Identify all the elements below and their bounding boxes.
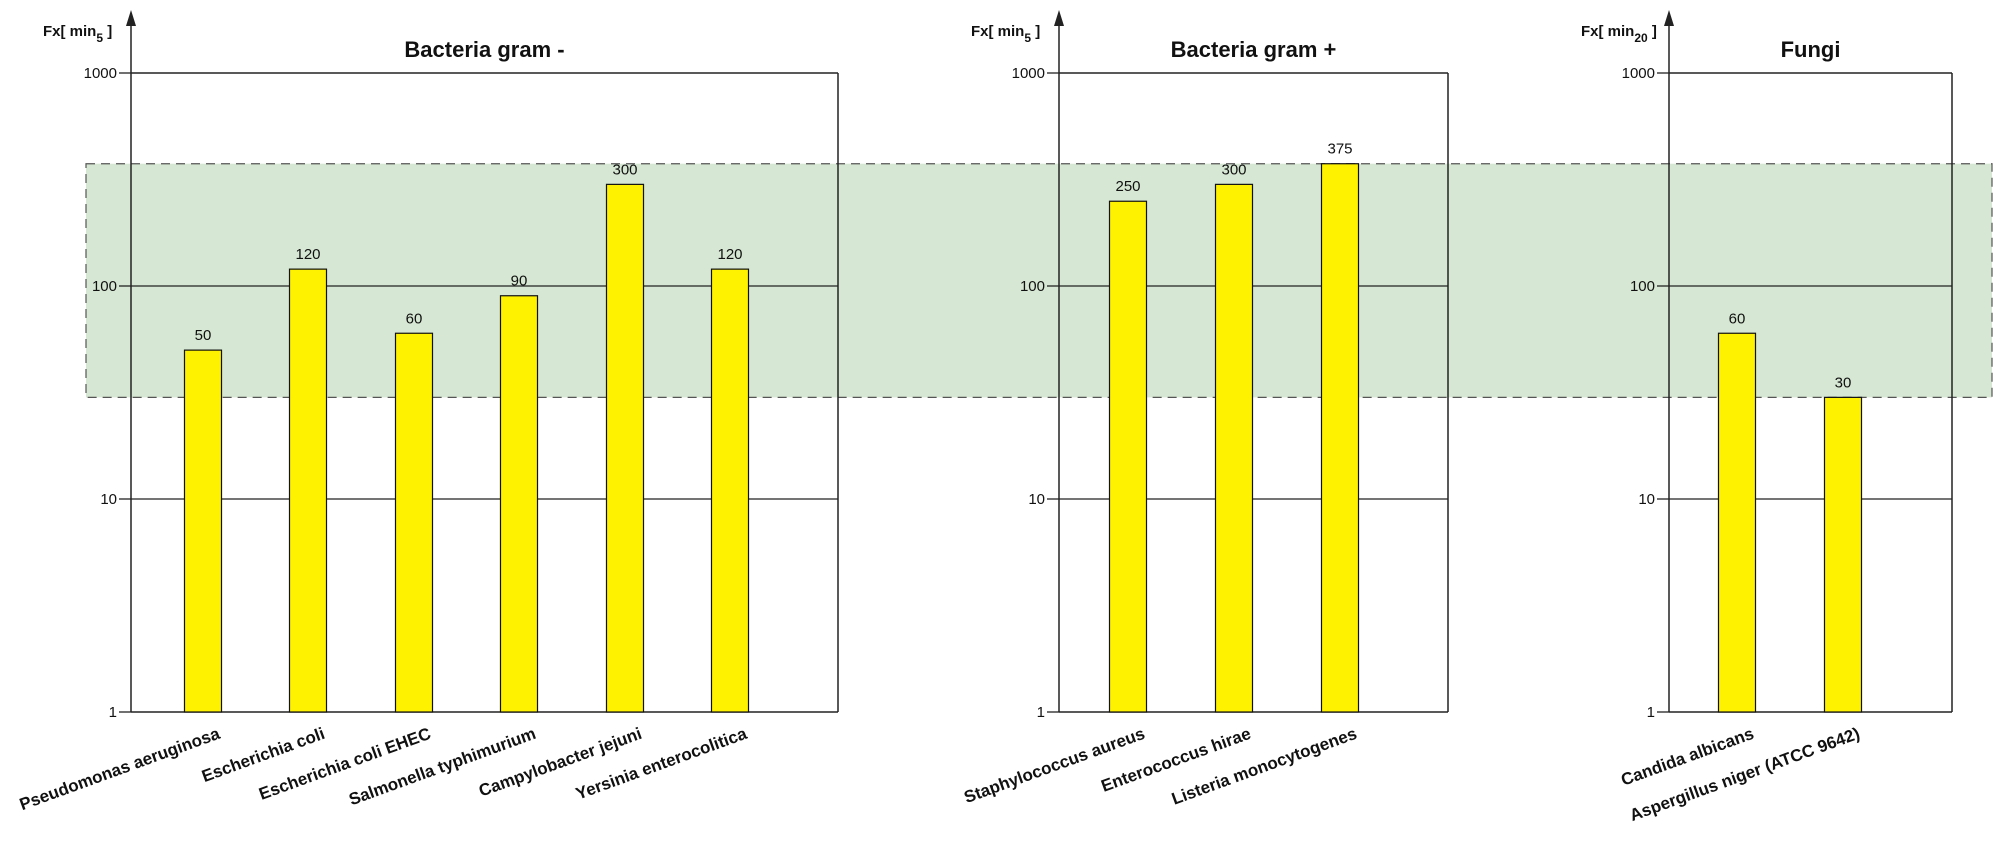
bar	[288, 268, 328, 713]
y-axis-arrow-icon	[1664, 10, 1674, 26]
data-label: 120	[717, 246, 742, 263]
y-tick-label: 10	[1638, 491, 1655, 508]
y-tick-label: 10	[1028, 491, 1045, 508]
y-tick-label: 1	[1647, 704, 1655, 721]
chart-title: Bacteria gram +	[1171, 37, 1337, 62]
y-axis-arrow-icon	[1054, 10, 1064, 26]
category-label: Salmonella typhimurium	[346, 724, 538, 809]
category-label: Pseudomonas aeruginosa	[17, 724, 223, 814]
data-label: 120	[295, 246, 320, 263]
bar	[1214, 183, 1254, 713]
data-label: 300	[1221, 161, 1246, 178]
data-label: 90	[511, 273, 528, 290]
chart-title: Fungi	[1781, 37, 1841, 62]
bar	[183, 349, 223, 713]
y-tick-label: 100	[1630, 278, 1655, 295]
data-label: 250	[1115, 178, 1140, 195]
chart-panel-1: 1 10 100 1000 Fx[ min5 ] Bacteria gram - 50 Pse…	[17, 10, 839, 814]
y-tick-label: 100	[92, 278, 117, 295]
y-tick-label: 1000	[1622, 65, 1655, 82]
chart-title: Bacteria gram -	[404, 37, 564, 62]
category-label: Staphylococcus aureus	[962, 724, 1148, 807]
bar	[710, 268, 750, 713]
y-axis-label: Fx[ min5 ]	[43, 23, 112, 45]
y-tick-label: 1	[109, 704, 117, 721]
y-tick-label: 1000	[1012, 65, 1045, 82]
bar	[1108, 200, 1148, 713]
bar	[1717, 332, 1757, 713]
bar	[1320, 163, 1360, 713]
data-label: 30	[1835, 374, 1852, 391]
bar	[499, 295, 539, 713]
bar	[394, 332, 434, 713]
data-label: 50	[195, 327, 212, 344]
data-label: 60	[406, 310, 423, 327]
bar	[605, 183, 645, 713]
bar	[1823, 396, 1863, 713]
data-label: 375	[1327, 141, 1352, 158]
y-axis-arrow-icon	[126, 10, 136, 26]
data-label: 60	[1729, 310, 1746, 327]
y-tick-label: 1	[1037, 704, 1045, 721]
category-label: Escherichia coli EHEC	[256, 724, 433, 804]
chart-panel-2: 1 10 100 1000 Fx[ min5 ] Bacteria gram + 250 St…	[962, 10, 1449, 809]
category-label: Yersinia enterocolitica	[573, 724, 750, 804]
y-tick-label: 1000	[84, 65, 117, 82]
data-label: 300	[612, 161, 637, 178]
y-axis-label: Fx[ min20 ]	[1581, 23, 1657, 45]
y-tick-label: 10	[100, 491, 117, 508]
category-label: Listeria monocytogenes	[1169, 724, 1359, 809]
y-tick-label: 100	[1020, 278, 1045, 295]
y-axis-label: Fx[ min5 ]	[971, 23, 1040, 45]
